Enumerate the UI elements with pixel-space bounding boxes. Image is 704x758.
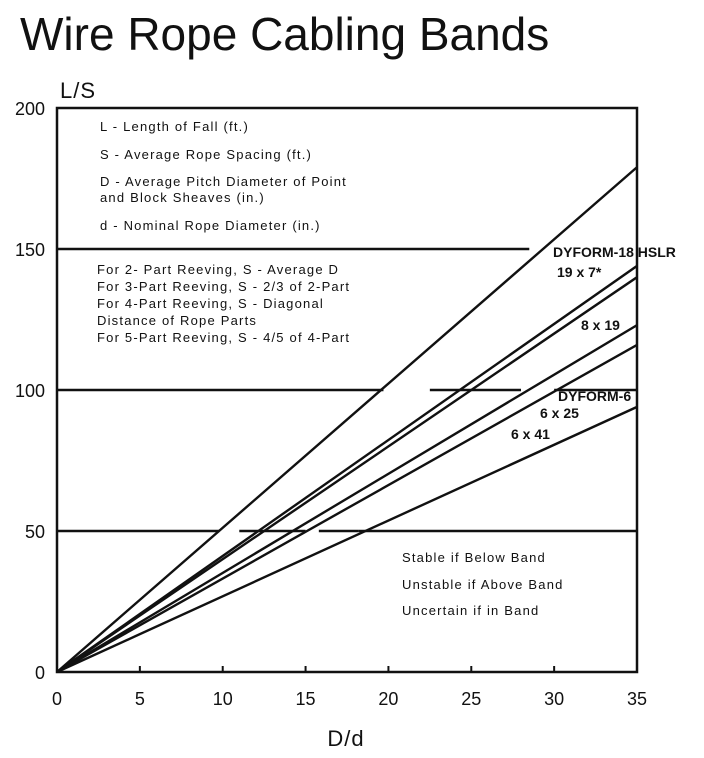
definition-d-line1: D - Average Pitch Diameter of Point (100, 174, 347, 189)
definition-small-d: d - Nominal Rope Diameter (in.) (100, 218, 321, 233)
series-line-2 (56, 276, 638, 673)
reeving-note-1: For 2- Part Reeving, S - Average D (97, 262, 339, 277)
x-tick-label-2: 10 (213, 689, 233, 709)
stability-note-stable: Stable if Below Band (402, 550, 546, 565)
x-tick-label-5: 25 (461, 689, 481, 709)
y-tick-label-2: 100 (15, 381, 45, 401)
definition-l: L - Length of Fall (ft.) (100, 119, 249, 134)
series-line-0 (56, 166, 638, 673)
series-line-3 (56, 324, 638, 674)
stability-note-uncertain: Uncertain if in Band (402, 603, 539, 618)
series-label-8x19: 8 x 19 (581, 317, 620, 333)
series-line-4 (56, 343, 638, 674)
y-axis-title: L/S (60, 78, 96, 103)
series-label-6x25: 6 x 25 (540, 405, 579, 421)
series-lines (56, 166, 638, 674)
chart-title: Wire Rope Cabling Bands (20, 8, 549, 60)
y-tick-label-0: 0 (35, 663, 45, 683)
stability-bands (57, 247, 637, 533)
definitions-legend: L - Length of Fall (ft.) S - Average Rop… (100, 119, 347, 233)
x-tick-label-3: 15 (296, 689, 316, 709)
reeving-notes: For 2- Part Reeving, S - Average D For 3… (97, 262, 350, 345)
reeving-note-4: Distance of Rope Parts (97, 313, 257, 328)
x-axis-title: D/d (327, 726, 364, 751)
axis-ticks: 0 5 10 15 20 25 30 35 0 50 100 150 200 (15, 99, 647, 709)
reeving-note-5: For 5-Part Reeving, S - 4/5 of 4-Part (97, 330, 350, 345)
series-labels: DYFORM-18 HSLR 19 x 7* 8 x 19 DYFORM-6 6… (511, 244, 676, 442)
series-line-1 (56, 264, 638, 673)
y-tick-label-3: 150 (15, 240, 45, 260)
y-tick-label-1: 50 (25, 522, 45, 542)
series-label-6x41: 6 x 41 (511, 426, 550, 442)
series-label-19x7: 19 x 7* (557, 264, 602, 280)
reeving-note-2: For 3-Part Reeving, S - 2/3 of 2-Part (97, 279, 350, 294)
x-tick-label-0: 0 (52, 689, 62, 709)
x-tick-label-7: 35 (627, 689, 647, 709)
series-label-dyform-6: DYFORM-6 (558, 388, 631, 404)
series-line-5 (56, 405, 638, 674)
x-tick-label-4: 20 (378, 689, 398, 709)
stability-notes: Stable if Below Band Unstable if Above B… (402, 550, 564, 618)
y-tick-label-4: 200 (15, 99, 45, 119)
definition-s: S - Average Rope Spacing (ft.) (100, 147, 312, 162)
series-label-dyform-18: DYFORM-18 HSLR (553, 244, 676, 260)
stability-note-unstable: Unstable if Above Band (402, 577, 564, 592)
x-tick-label-6: 30 (544, 689, 564, 709)
definition-d-line2: and Block Sheaves (in.) (100, 190, 265, 205)
reeving-note-3: For 4-Part Reeving, S - Diagonal (97, 296, 324, 311)
x-tick-label-1: 5 (135, 689, 145, 709)
